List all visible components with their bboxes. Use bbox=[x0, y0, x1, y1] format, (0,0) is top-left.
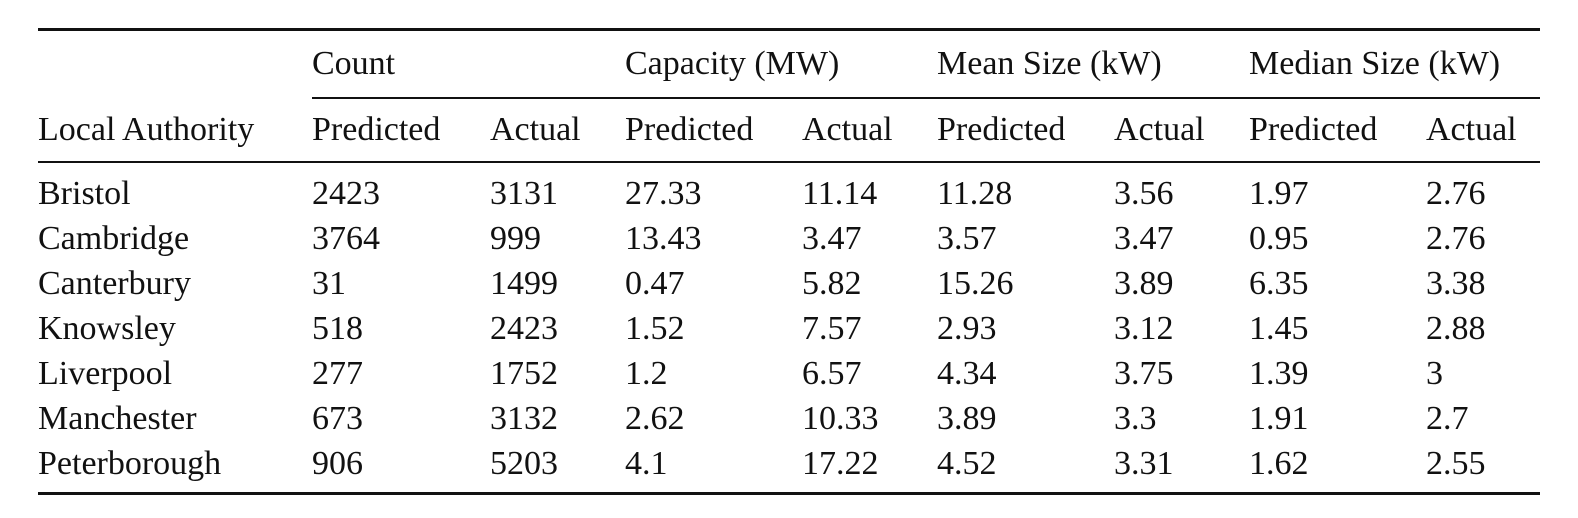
cell-capacity-predicted: 4.1 bbox=[625, 444, 668, 482]
cell-count-actual: 5203 bbox=[490, 444, 558, 482]
cell-capacity-predicted: 2.62 bbox=[625, 399, 685, 437]
cell-capacity-actual: 5.82 bbox=[802, 264, 862, 302]
cell-local-authority: Bristol bbox=[38, 174, 131, 212]
table-row: Liverpool 277 1752 1.2 6.57 4.34 3.75 1.… bbox=[38, 351, 1540, 396]
cell-mean-predicted: 15.26 bbox=[937, 264, 1014, 302]
table-row: Cambridge 3764 999 13.43 3.47 3.57 3.47 … bbox=[38, 216, 1540, 261]
group-header-row: Count Capacity (MW) Mean Size (kW) Media… bbox=[38, 29, 1541, 100]
cell-local-authority: Peterborough bbox=[38, 444, 222, 482]
cell-median-actual: 2.55 bbox=[1426, 444, 1486, 482]
cell-count-actual: 2423 bbox=[490, 309, 558, 347]
cell-capacity-actual: 7.57 bbox=[802, 309, 862, 347]
cell-mean-actual: 3.3 bbox=[1114, 399, 1157, 437]
cell-median-actual: 2.76 bbox=[1426, 174, 1486, 212]
cell-mean-actual: 3.56 bbox=[1114, 174, 1174, 212]
cell-mean-predicted: 11.28 bbox=[937, 174, 1013, 212]
cell-median-predicted: 1.91 bbox=[1249, 399, 1309, 437]
table-row: Knowsley 518 2423 1.52 7.57 2.93 3.12 1.… bbox=[38, 306, 1540, 351]
cell-mean-predicted: 4.34 bbox=[937, 354, 997, 392]
cell-median-predicted: 1.97 bbox=[1249, 174, 1309, 212]
cell-median-predicted: 0.95 bbox=[1249, 219, 1309, 257]
column-header-local-authority: Local Authority bbox=[38, 99, 312, 163]
group-header-median-size: Median Size (kW) bbox=[1249, 30, 1541, 99]
cell-count-predicted: 2423 bbox=[312, 174, 380, 212]
cell-median-actual: 2.88 bbox=[1426, 309, 1486, 347]
cell-mean-predicted: 2.93 bbox=[937, 309, 997, 347]
column-header-capacity-predicted: Predicted bbox=[625, 99, 802, 163]
cell-median-predicted: 1.62 bbox=[1249, 444, 1309, 482]
cell-count-predicted: 31 bbox=[312, 264, 346, 302]
cell-median-predicted: 1.39 bbox=[1249, 354, 1309, 392]
cell-local-authority: Manchester bbox=[38, 399, 197, 437]
column-header-count-actual: Actual bbox=[490, 99, 625, 163]
group-header-capacity: Capacity (MW) bbox=[625, 30, 937, 99]
cell-capacity-predicted: 27.33 bbox=[625, 174, 702, 212]
cell-median-predicted: 6.35 bbox=[1249, 264, 1309, 302]
cell-count-predicted: 277 bbox=[312, 354, 363, 392]
column-header-row: Local Authority Predicted Actual Predict… bbox=[38, 99, 1541, 163]
cell-mean-actual: 3.31 bbox=[1114, 444, 1174, 482]
column-header-mean-actual: Actual bbox=[1114, 99, 1249, 163]
cell-count-actual: 999 bbox=[490, 219, 541, 257]
cell-mean-actual: 3.12 bbox=[1114, 309, 1174, 347]
cell-mean-predicted: 3.57 bbox=[937, 219, 997, 257]
cell-median-actual: 3 bbox=[1426, 354, 1443, 392]
column-header-mean-predicted: Predicted bbox=[937, 99, 1114, 163]
cell-local-authority: Canterbury bbox=[38, 264, 191, 302]
cell-capacity-predicted: 1.52 bbox=[625, 309, 685, 347]
column-header-median-predicted: Predicted bbox=[1249, 99, 1426, 163]
cell-capacity-actual: 11.14 bbox=[802, 174, 878, 212]
group-header-count: Count bbox=[312, 30, 625, 99]
table-row: Peterborough 906 5203 4.1 17.22 4.52 3.3… bbox=[38, 441, 1540, 494]
table-row: Bristol 2423 3131 27.33 11.14 11.28 3.56… bbox=[38, 162, 1540, 216]
cell-local-authority: Liverpool bbox=[38, 354, 173, 392]
cell-capacity-actual: 3.47 bbox=[802, 219, 862, 257]
results-table: Count Capacity (MW) Mean Size (kW) Media… bbox=[38, 28, 1541, 495]
column-header-capacity-actual: Actual bbox=[802, 99, 937, 163]
cell-mean-predicted: 3.89 bbox=[937, 399, 997, 437]
table-row: Manchester 673 3132 2.62 10.33 3.89 3.3 … bbox=[38, 396, 1540, 441]
cell-mean-predicted: 4.52 bbox=[937, 444, 997, 482]
cell-capacity-predicted: 13.43 bbox=[625, 219, 702, 257]
cell-local-authority: Cambridge bbox=[38, 219, 190, 257]
cell-capacity-predicted: 0.47 bbox=[625, 264, 685, 302]
cell-median-actual: 3.38 bbox=[1426, 264, 1486, 302]
cell-capacity-actual: 6.57 bbox=[802, 354, 862, 392]
cell-capacity-predicted: 1.2 bbox=[625, 354, 668, 392]
cell-capacity-actual: 10.33 bbox=[802, 399, 879, 437]
table-row: Canterbury 31 1499 0.47 5.82 15.26 3.89 … bbox=[38, 261, 1540, 306]
cell-capacity-actual: 17.22 bbox=[802, 444, 879, 482]
cell-count-actual: 3132 bbox=[490, 399, 558, 437]
group-header-empty bbox=[38, 30, 312, 100]
table-body: Bristol 2423 3131 27.33 11.14 11.28 3.56… bbox=[38, 162, 1541, 494]
cell-median-predicted: 1.45 bbox=[1249, 309, 1309, 347]
cell-count-predicted: 673 bbox=[312, 399, 363, 437]
cell-count-predicted: 518 bbox=[312, 309, 363, 347]
cell-local-authority: Knowsley bbox=[38, 309, 176, 347]
cell-count-actual: 1499 bbox=[490, 264, 558, 302]
cell-mean-actual: 3.75 bbox=[1114, 354, 1174, 392]
cell-median-actual: 2.76 bbox=[1426, 219, 1486, 257]
cell-count-predicted: 3764 bbox=[312, 219, 380, 257]
column-header-count-predicted: Predicted bbox=[312, 99, 490, 163]
cell-mean-actual: 3.47 bbox=[1114, 219, 1174, 257]
group-header-mean-size: Mean Size (kW) bbox=[937, 30, 1249, 99]
cell-count-predicted: 906 bbox=[312, 444, 363, 482]
cell-mean-actual: 3.89 bbox=[1114, 264, 1174, 302]
results-table-container: Count Capacity (MW) Mean Size (kW) Media… bbox=[38, 28, 1541, 495]
cell-count-actual: 1752 bbox=[490, 354, 558, 392]
cell-median-actual: 2.7 bbox=[1426, 399, 1469, 437]
column-header-median-actual: Actual bbox=[1426, 99, 1541, 163]
cell-count-actual: 3131 bbox=[490, 174, 558, 212]
